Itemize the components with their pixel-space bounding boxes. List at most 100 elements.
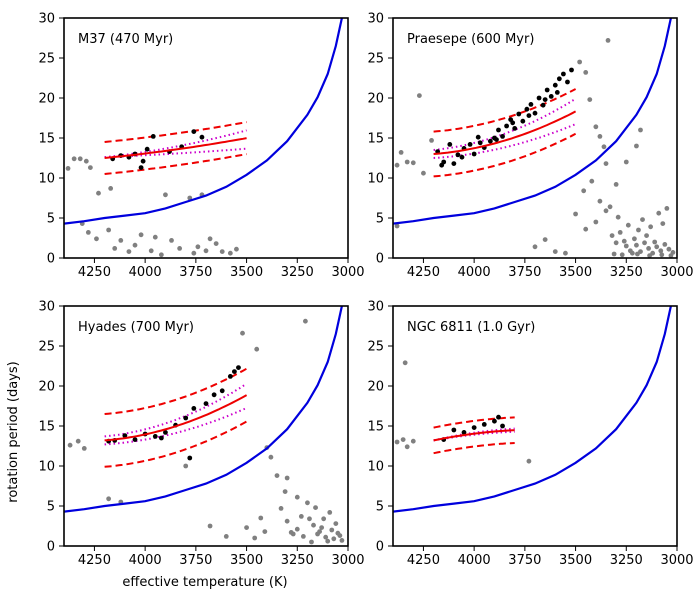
fit-upper-band bbox=[104, 367, 248, 415]
x-tick-label: 3250 bbox=[281, 553, 314, 568]
y-tick-label: 5 bbox=[47, 212, 55, 227]
fit-lower-band bbox=[433, 132, 577, 178]
y-tick-label: 5 bbox=[376, 500, 384, 515]
field-star-point bbox=[81, 446, 87, 451]
member-star-point bbox=[487, 138, 493, 144]
member-star-point bbox=[475, 134, 481, 140]
field-star-point bbox=[656, 210, 662, 216]
field-star-point bbox=[394, 162, 400, 168]
x-tick-label: 3750 bbox=[508, 553, 541, 568]
member-star-point bbox=[471, 151, 477, 157]
field-star-point bbox=[623, 243, 629, 249]
field-star-point bbox=[526, 458, 532, 464]
plot-area bbox=[393, 306, 672, 513]
field-star-point bbox=[83, 158, 89, 164]
member-star-point bbox=[158, 435, 164, 441]
y-tick-label: 25 bbox=[367, 340, 384, 355]
fit-lower-band bbox=[104, 420, 248, 468]
field-star-point bbox=[416, 93, 422, 98]
field-star-point bbox=[587, 97, 593, 102]
y-tick-label: 25 bbox=[38, 340, 55, 355]
x-tick-label: 3750 bbox=[508, 265, 541, 280]
y-tick-label: 15 bbox=[367, 420, 384, 435]
field-star-point bbox=[605, 38, 611, 43]
x-tick-label: 3500 bbox=[230, 553, 263, 568]
y-tick-label: 30 bbox=[367, 300, 384, 315]
member-star-point bbox=[461, 430, 467, 435]
field-star-point bbox=[298, 514, 304, 519]
field-star-point bbox=[617, 230, 623, 235]
member-star-point bbox=[536, 95, 542, 101]
y-tick-label: 10 bbox=[38, 172, 55, 187]
member-star-point bbox=[227, 374, 233, 379]
field-star-point bbox=[664, 206, 670, 211]
field-star-point bbox=[329, 527, 335, 533]
field-star-point bbox=[207, 523, 213, 529]
member-star-point bbox=[138, 165, 144, 171]
fit-curve bbox=[433, 429, 515, 442]
member-star-point bbox=[447, 142, 453, 147]
field-star-point bbox=[623, 159, 629, 165]
member-star-point bbox=[552, 82, 558, 88]
field-star-point bbox=[583, 70, 589, 75]
field-star-point bbox=[177, 246, 183, 251]
y-tick-label: 0 bbox=[376, 252, 384, 267]
field-star-point bbox=[638, 127, 643, 133]
member-star-point bbox=[211, 392, 217, 398]
field-star-point bbox=[615, 214, 621, 220]
field-star-point bbox=[607, 204, 613, 210]
member-star-point bbox=[496, 127, 501, 133]
field-star-point bbox=[219, 249, 225, 255]
field-star-point bbox=[65, 166, 71, 171]
field-star-point bbox=[339, 538, 345, 543]
field-star-point bbox=[106, 227, 112, 233]
y-tick-label: 30 bbox=[367, 12, 384, 27]
field-star-point bbox=[207, 236, 213, 242]
panel-2: 4250 4000 3750 3500 3250 3000 0 5 10 15 20 25 30 Prae… bbox=[367, 12, 693, 281]
member-star-point bbox=[199, 134, 205, 140]
field-star-point bbox=[240, 330, 245, 336]
field-star-point bbox=[429, 138, 434, 143]
member-star-point bbox=[122, 433, 128, 438]
field-star-point bbox=[634, 143, 639, 149]
field-star-point bbox=[646, 246, 651, 251]
field-star-point bbox=[325, 538, 331, 544]
x-tick-label: 3000 bbox=[660, 265, 693, 280]
field-star-point bbox=[118, 238, 124, 243]
field-star-point bbox=[300, 534, 306, 539]
field-star-point bbox=[268, 454, 274, 460]
slow-boundary-line bbox=[393, 18, 672, 225]
field-star-point bbox=[323, 534, 329, 540]
slow-boundary-line bbox=[393, 306, 672, 513]
y-tick-label: 25 bbox=[38, 52, 55, 67]
field-star-point bbox=[317, 529, 322, 534]
member-star-point bbox=[471, 425, 477, 430]
field-star-point bbox=[647, 253, 653, 258]
y-tick-label: 15 bbox=[367, 132, 384, 147]
x-tick-label: 4000 bbox=[458, 553, 491, 568]
field-star-point bbox=[254, 346, 260, 352]
x-tick-label: 4000 bbox=[129, 265, 162, 280]
field-star-point bbox=[309, 539, 314, 545]
model-upper-curve bbox=[433, 97, 577, 151]
panel-title: NGC 6811 (1.0 Gyr) bbox=[407, 320, 535, 335]
field-star-point bbox=[227, 250, 233, 256]
y-tick-label: 15 bbox=[38, 420, 55, 435]
member-star-point bbox=[152, 434, 158, 439]
panel-frame bbox=[63, 305, 349, 547]
y-tick-label: 10 bbox=[367, 460, 384, 475]
field-star-point bbox=[252, 535, 258, 541]
x-tick-label: 3500 bbox=[559, 553, 592, 568]
member-star-point bbox=[140, 158, 146, 164]
member-star-point bbox=[569, 67, 574, 73]
member-star-point bbox=[565, 79, 570, 85]
x-tick-label: 3250 bbox=[610, 265, 643, 280]
x-tick-label: 3250 bbox=[610, 553, 643, 568]
field-star-point bbox=[112, 246, 118, 251]
field-star-point bbox=[642, 240, 647, 246]
member-star-point bbox=[481, 422, 487, 427]
y-tick-label: 10 bbox=[367, 172, 384, 187]
member-star-point bbox=[540, 102, 546, 108]
field-star-point bbox=[106, 496, 112, 502]
